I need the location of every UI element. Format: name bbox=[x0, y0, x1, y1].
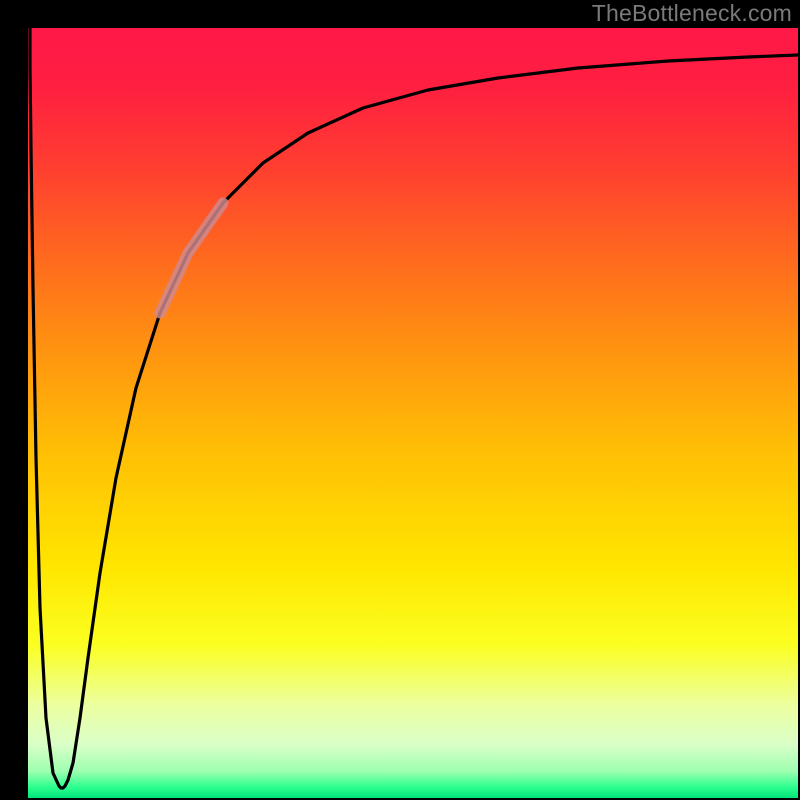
plot-area bbox=[28, 28, 798, 798]
curve-svg bbox=[28, 28, 798, 798]
gradient-background bbox=[28, 28, 798, 798]
chart-frame: TheBottleneck.com bbox=[0, 0, 800, 800]
watermark-text: TheBottleneck.com bbox=[592, 0, 792, 27]
